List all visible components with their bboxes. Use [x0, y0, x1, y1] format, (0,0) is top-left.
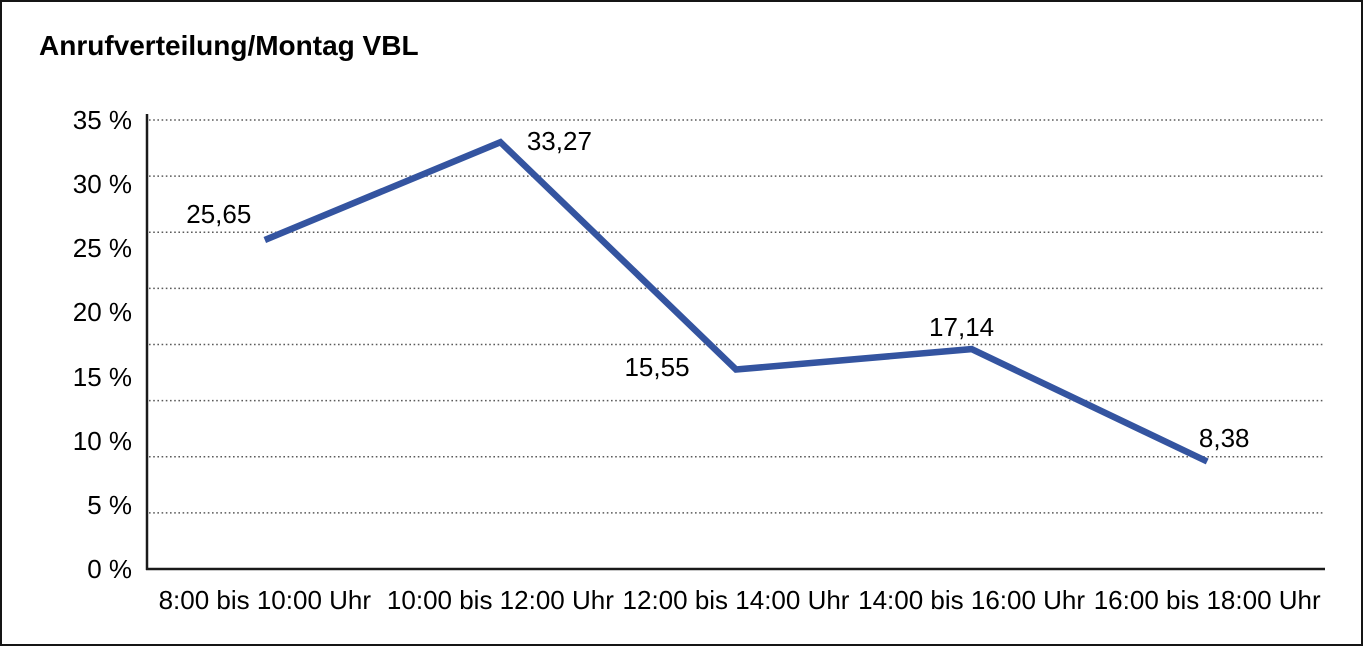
- y-axis-tick-label: 25 %: [72, 233, 132, 264]
- x-axis-category-label: 16:00 bis 18:00 Uhr: [1093, 585, 1321, 615]
- x-axis-category-label: 12:00 bis 14:00 Uhr: [622, 585, 850, 615]
- x-axis-category-label: 14:00 bis 16:00 Uhr: [858, 585, 1086, 615]
- data-point-label: 15,55: [624, 351, 690, 382]
- y-axis-tick-label: 35 %: [72, 105, 132, 135]
- data-point-label: 17,14: [929, 312, 995, 343]
- y-axis-tick-label: 20 %: [72, 297, 132, 328]
- y-axis-tick-label: 15 %: [72, 361, 132, 392]
- data-point-label: 8,38: [1198, 423, 1250, 454]
- x-axis-category-label: 8:00 bis 10:00 Uhr: [158, 585, 372, 615]
- y-axis-tick-label: 5 %: [87, 489, 132, 520]
- chart-title: Anrufverteilung/Montag VBL: [39, 30, 419, 61]
- x-axis-category-label: 10:00 bis 12:00 Uhr: [386, 585, 614, 615]
- data-point-label: 33,27: [526, 126, 592, 157]
- y-axis-tick-label: 0 %: [87, 554, 132, 584]
- y-axis-tick-label: 30 %: [72, 169, 132, 200]
- data-series-line: [263, 138, 1209, 465]
- data-point-label: 25,65: [186, 198, 252, 229]
- y-axis-tick-label: 10 %: [72, 425, 132, 456]
